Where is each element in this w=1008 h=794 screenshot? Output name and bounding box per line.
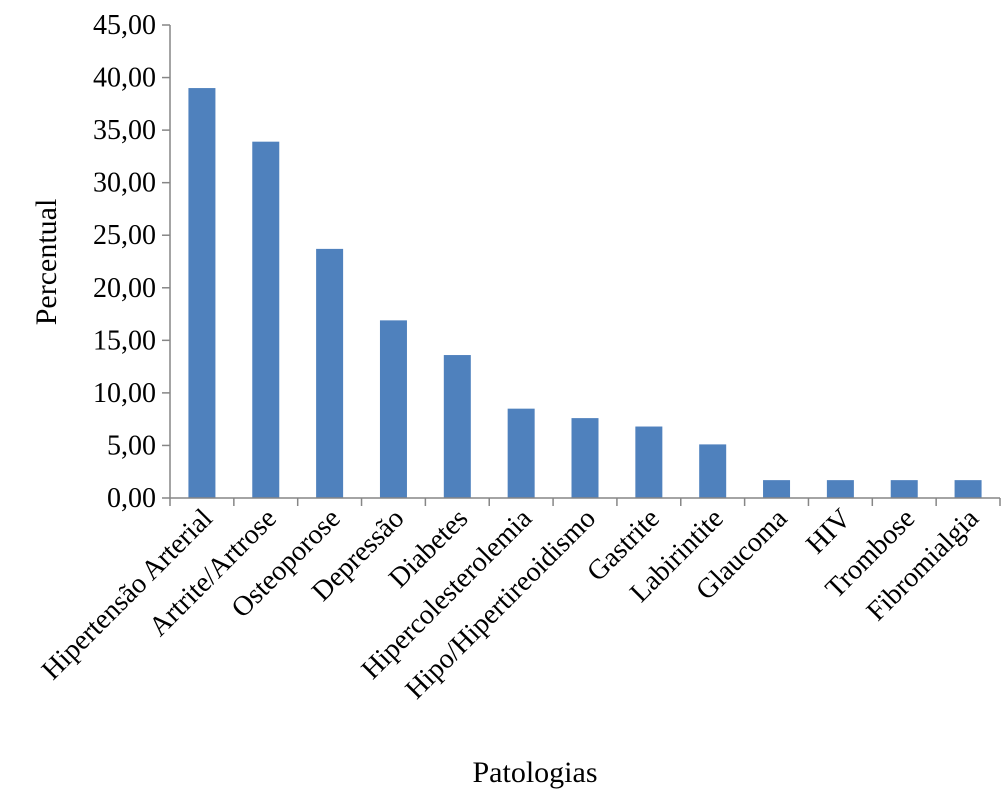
bar [699,444,727,498]
bar [443,355,471,498]
x-tick-label: HIV [800,503,857,560]
bar [571,418,599,498]
y-tick-label: 20,00 [93,273,156,304]
y-tick-label: 25,00 [93,220,156,251]
bar [188,88,216,499]
bar [507,408,535,498]
bars [188,88,982,499]
y-tick-label: 40,00 [93,63,156,94]
y-tick-label: 45,00 [93,10,156,41]
bar [635,426,663,498]
bar [763,480,791,498]
bar [252,141,280,498]
bar [826,480,854,498]
y-axis: 0,00 5,00 10,00 15,00 20,00 25,00 30,00 35,00 40… [93,10,171,514]
bar [954,480,982,498]
y-tick-label: 35,00 [93,115,156,146]
bar [316,248,344,498]
bar [379,320,407,498]
y-tick-label: 0,00 [107,483,156,514]
y-axis-title: Percentual [30,199,63,326]
y-tick-label: 15,00 [93,325,156,356]
x-axis-title: Patologias [473,756,598,789]
y-tick-label: 10,00 [93,378,156,409]
y-tick-label: 30,00 [93,168,156,199]
x-axis: Hipertensão ArterialArtrite/ArtroseOsteo… [36,497,1001,705]
y-tick-label: 5,00 [107,430,156,461]
bar [890,480,918,498]
